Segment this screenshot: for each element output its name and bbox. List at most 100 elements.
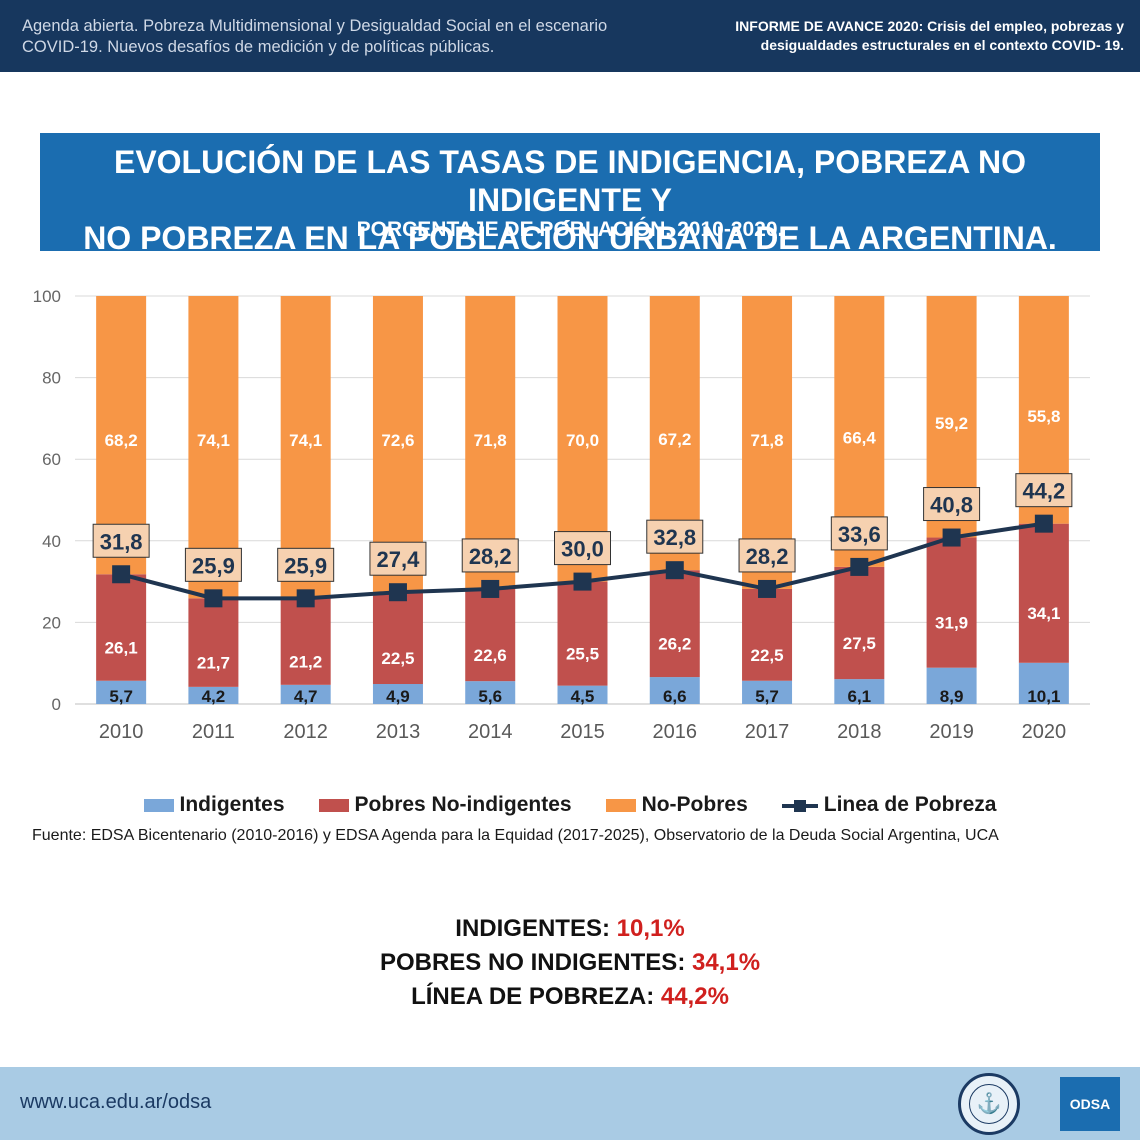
line-label-box: [738, 538, 796, 573]
line-data-label: 44,2: [1022, 479, 1065, 504]
x-tick-label: 2016: [653, 721, 698, 743]
line-label-box: [369, 541, 427, 576]
line-data-label: 25,9: [284, 553, 327, 578]
y-tick-label: 20: [42, 613, 61, 632]
bar-indigentes: [742, 680, 793, 704]
data-label-indigentes: 6,6: [663, 687, 687, 706]
data-label-indigentes: 5,7: [109, 687, 133, 706]
y-tick-label: 0: [52, 695, 61, 714]
anchor-icon: ⚓: [969, 1084, 1009, 1124]
data-label-indigentes: 8,9: [940, 687, 964, 706]
data-label-no-pobres: 71,8: [474, 431, 507, 450]
bar-pobres: [557, 581, 608, 686]
data-label-pobres: 22,5: [381, 649, 414, 668]
line-label-box: [92, 523, 150, 558]
data-label-no-pobres: 55,8: [1027, 407, 1060, 426]
data-label-indigentes: 5,6: [478, 687, 502, 706]
line-label-box: [554, 531, 611, 566]
x-tick-label: 2013: [376, 721, 421, 743]
data-label-pobres: 34,1: [1027, 604, 1060, 623]
bar-indigentes: [188, 686, 239, 704]
data-label-indigentes: 4,5: [571, 687, 595, 706]
data-label-indigentes: 5,7: [755, 687, 779, 706]
summary-label: INDIGENTES:: [455, 915, 617, 942]
bar-indigentes: [372, 684, 423, 704]
bar-pobres: [742, 588, 793, 681]
poverty-line-marker: [388, 583, 407, 602]
x-tick-label: 2014: [468, 721, 513, 743]
data-label-pobres: 31,9: [935, 614, 968, 633]
legend-label-no-pobres: No-Pobres: [641, 793, 748, 816]
chart-title: EVOLUCIÓN DE LAS TASAS DE INDIGENCIA, PO…: [40, 143, 1100, 257]
legend-swatch-linea: [781, 799, 818, 812]
x-tick-label: 2011: [192, 721, 235, 743]
bar-indigentes: [834, 679, 885, 704]
poverty-line-marker: [758, 579, 777, 598]
data-label-pobres: 22,5: [750, 646, 783, 665]
data-label-pobres: 27,5: [843, 634, 876, 653]
summary-block: INDIGENTES: 10,1% POBRES NO INDIGENTES: …: [0, 912, 1140, 1014]
data-label-pobres: 26,2: [658, 635, 691, 654]
poverty-line-marker: [573, 572, 592, 591]
line-data-label: 28,2: [746, 544, 789, 569]
bar-indigentes: [1018, 662, 1069, 704]
poverty-line-marker: [296, 589, 315, 608]
bar-pobres: [280, 598, 331, 685]
data-label-no-pobres: 66,4: [843, 428, 877, 447]
x-tick-label: 2012: [283, 721, 328, 743]
summary-value: 34,1%: [691, 949, 761, 976]
data-label-indigentes: 6,1: [847, 687, 871, 706]
x-tick-label: 2017: [745, 721, 790, 743]
data-label-no-pobres: 67,2: [658, 430, 691, 449]
line-data-label: 30,0: [561, 537, 604, 562]
bar-pobres: [372, 592, 423, 685]
legend-label-linea: Linea de Pobreza: [823, 793, 997, 816]
x-tick-label: 2018: [837, 721, 882, 743]
bar-pobres: [834, 566, 885, 680]
data-label-no-pobres: 74,1: [289, 431, 322, 450]
x-tick-label: 2019: [929, 721, 974, 743]
legend-swatch-no-pobres: [605, 798, 636, 812]
chart-title-line1: EVOLUCIÓN DE LAS TASAS DE INDIGENCIA, PO…: [113, 144, 1027, 218]
line-label-box: [461, 538, 519, 573]
x-tick-label: 2015: [560, 721, 605, 743]
data-label-pobres: 25,5: [566, 645, 599, 664]
x-tick-label: 2010: [99, 721, 144, 743]
bar-pobres: [96, 574, 147, 681]
poverty-line-marker: [204, 589, 223, 608]
x-tick-label: 2020: [1022, 721, 1067, 743]
stacked-bar-chart: 0 20 40 60 80 100 5,7 26,1 68,2 4,2 21,7 74,1 4,7 21,…: [33, 287, 1090, 743]
legend-item-indigentes: Indigentes: [143, 793, 285, 817]
legend-label-indigentes: Indigentes: [179, 793, 285, 816]
data-label-indigentes: 10,1: [1027, 687, 1060, 706]
data-label-indigentes: 4,7: [294, 687, 318, 706]
line-data-label: 33,6: [838, 522, 881, 547]
legend-label-pobres: Pobres No-indigentes: [354, 793, 572, 816]
summary-value: 44,2%: [660, 983, 729, 1010]
line-label-box: [184, 547, 242, 582]
line-label-box: [277, 547, 335, 582]
data-label-no-pobres: 71,8: [750, 431, 783, 450]
data-label-no-pobres: 68,2: [105, 431, 138, 450]
summary-indigentes: INDIGENTES: 10,1%: [0, 912, 1140, 946]
line-data-label: 25,9: [192, 553, 235, 578]
data-label-indigentes: 4,2: [202, 687, 226, 706]
legend-item-linea: Linea de Pobreza: [781, 793, 997, 817]
footer-bar: www.uca.edu.ar/odsa ⚓ ODSA: [0, 1067, 1140, 1140]
poverty-line-marker: [481, 579, 500, 598]
poverty-line-marker: [112, 565, 131, 584]
data-label-pobres: 21,2: [289, 653, 322, 672]
legend-item-pobres: Pobres No-indigentes: [318, 793, 572, 817]
summary-pobres: POBRES NO INDIGENTES: 34,1%: [0, 946, 1140, 980]
footer-url-link[interactable]: www.uca.edu.ar/odsa: [20, 1091, 212, 1113]
poverty-line-marker: [942, 528, 961, 547]
data-label-pobres: 21,7: [197, 654, 230, 673]
chart-title-line2: NO POBREZA EN LA POBLACIÓN URBANA DE LA …: [83, 220, 1057, 256]
data-label-pobres: 26,1: [105, 639, 138, 658]
bar-pobres: [649, 570, 700, 678]
y-tick-label: 100: [33, 287, 61, 306]
line-label-box: [1015, 473, 1073, 508]
line-label-box: [923, 487, 981, 522]
header-right-text: INFORME DE AVANCE 2020: Crisis del emple…: [735, 18, 1124, 53]
legend-swatch-pobres: [318, 798, 349, 812]
